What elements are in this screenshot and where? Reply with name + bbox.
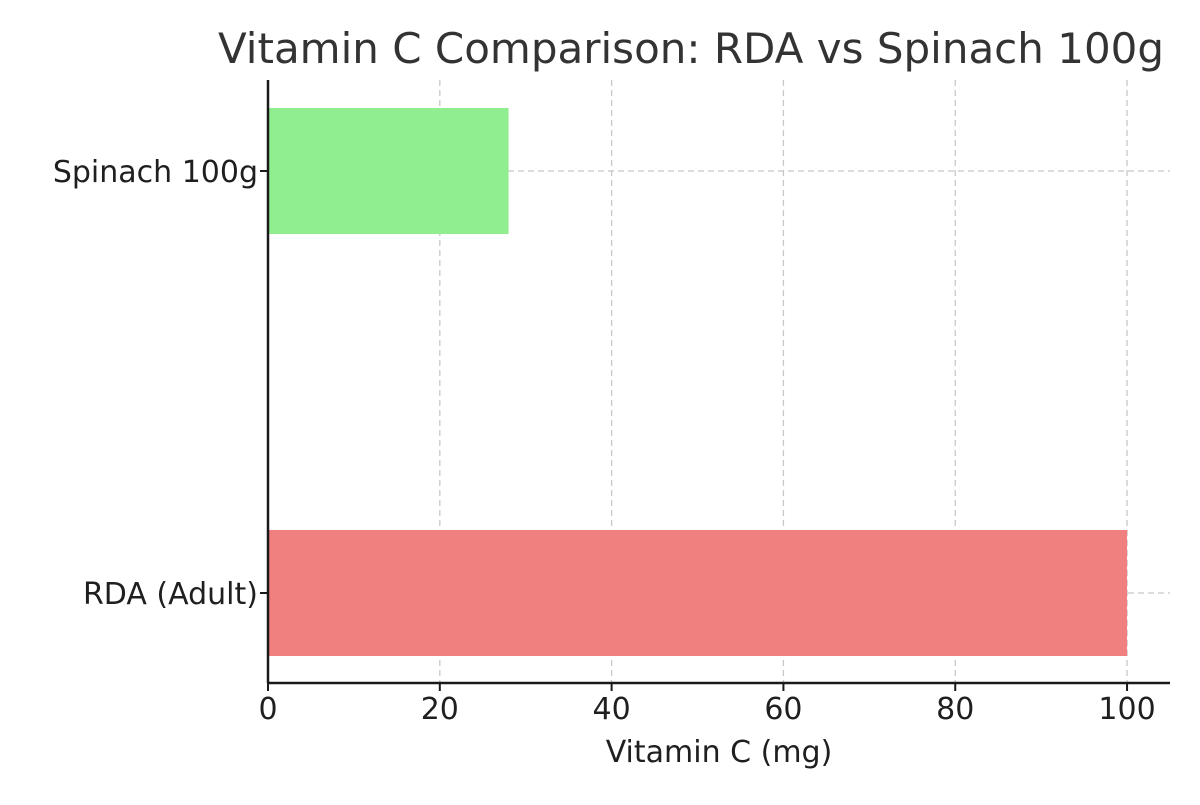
bars — [268, 108, 1128, 656]
bar-spinach-100g — [268, 108, 509, 234]
axes — [266, 80, 1170, 685]
y-tick-label: Spinach 100g — [53, 155, 258, 190]
x-tick-label: 0 — [258, 692, 277, 727]
x-tick-label: 80 — [936, 692, 974, 727]
x-axis-label: Vitamin C (mg) — [606, 735, 833, 770]
bar-rda-adult — [268, 530, 1128, 656]
x-tick-label: 100 — [1098, 692, 1155, 727]
x-tick-label: 20 — [421, 692, 459, 727]
y-tick-label: RDA (Adult) — [83, 577, 258, 612]
chart-title: Vitamin C Comparison: RDA vs Spinach 100… — [218, 24, 1164, 73]
x-tick-label: 40 — [593, 692, 631, 727]
x-tick-label: 60 — [764, 692, 802, 727]
ticks: 0 20 40 60 80 100 RDA (Adult) Spinach 100g — [53, 155, 1156, 727]
